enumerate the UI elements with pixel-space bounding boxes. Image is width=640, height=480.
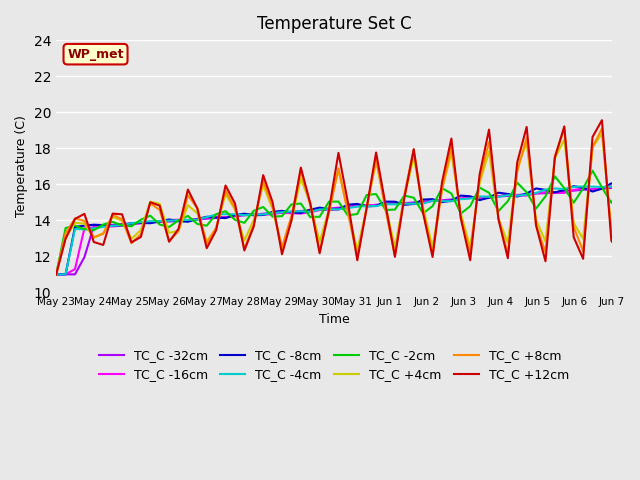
TC_C -2cm xyxy=(429,204,436,209)
Line: TC_C -32cm: TC_C -32cm xyxy=(56,187,640,275)
TC_C -4cm xyxy=(297,208,305,214)
TC_C -2cm xyxy=(344,213,352,218)
TC_C -32cm xyxy=(297,208,305,214)
TC_C +12cm xyxy=(52,272,60,277)
TC_C -32cm xyxy=(617,184,625,190)
TC_C +12cm xyxy=(344,199,352,205)
Y-axis label: Temperature (C): Temperature (C) xyxy=(15,115,28,217)
TC_C -16cm xyxy=(344,204,352,210)
TC_C -2cm xyxy=(381,207,389,213)
TC_C -16cm xyxy=(617,182,625,188)
Legend: TC_C -32cm, TC_C -16cm, TC_C -8cm, TC_C -4cm, TC_C -2cm, TC_C +4cm, TC_C +8cm, T: TC_C -32cm, TC_C -16cm, TC_C -8cm, TC_C … xyxy=(93,344,574,386)
TC_C -2cm xyxy=(297,201,305,206)
TC_C -4cm xyxy=(52,272,60,277)
TC_C +4cm xyxy=(381,203,389,209)
TC_C -8cm xyxy=(344,202,352,207)
TC_C -4cm xyxy=(627,183,634,189)
TC_C -8cm xyxy=(607,180,615,186)
TC_C +8cm xyxy=(297,168,305,174)
TC_C -2cm xyxy=(127,223,135,229)
Text: WP_met: WP_met xyxy=(67,48,124,60)
TC_C -8cm xyxy=(429,196,436,202)
TC_C -16cm xyxy=(52,272,60,277)
TC_C +4cm xyxy=(52,272,60,277)
TC_C -8cm xyxy=(52,272,60,277)
TC_C +4cm xyxy=(438,187,446,192)
TC_C +4cm xyxy=(127,236,135,242)
TC_C -32cm xyxy=(52,272,60,277)
TC_C +4cm xyxy=(636,126,640,132)
TC_C -8cm xyxy=(297,210,305,216)
TC_C +8cm xyxy=(636,122,640,128)
TC_C +8cm xyxy=(127,240,135,246)
TC_C -32cm xyxy=(127,220,135,226)
TC_C +12cm xyxy=(429,254,436,260)
TC_C -4cm xyxy=(438,198,446,204)
Line: TC_C -2cm: TC_C -2cm xyxy=(56,168,640,275)
TC_C -4cm xyxy=(344,205,352,211)
TC_C +8cm xyxy=(438,187,446,192)
TC_C -2cm xyxy=(627,165,634,170)
TC_C +8cm xyxy=(381,207,389,213)
Line: TC_C +12cm: TC_C +12cm xyxy=(56,120,640,275)
TC_C +12cm xyxy=(598,117,606,123)
TC_C -8cm xyxy=(127,220,135,226)
Line: TC_C -16cm: TC_C -16cm xyxy=(56,185,640,275)
TC_C +12cm xyxy=(127,240,135,245)
Line: TC_C +4cm: TC_C +4cm xyxy=(56,129,640,275)
TC_C +4cm xyxy=(429,244,436,250)
Line: TC_C -4cm: TC_C -4cm xyxy=(56,186,640,275)
TC_C -16cm xyxy=(438,198,446,204)
TC_C -32cm xyxy=(381,201,389,207)
TC_C +4cm xyxy=(297,176,305,181)
TC_C +12cm xyxy=(438,180,446,185)
TC_C +12cm xyxy=(381,202,389,207)
TC_C -4cm xyxy=(381,201,389,207)
TC_C +12cm xyxy=(297,165,305,170)
TC_C -8cm xyxy=(438,199,446,205)
TC_C -4cm xyxy=(429,198,436,204)
TC_C -2cm xyxy=(52,272,60,277)
TC_C -16cm xyxy=(381,201,389,207)
TC_C -8cm xyxy=(381,199,389,204)
TC_C +8cm xyxy=(429,252,436,257)
TC_C -16cm xyxy=(297,211,305,216)
TC_C -32cm xyxy=(429,198,436,204)
Line: TC_C +8cm: TC_C +8cm xyxy=(56,125,640,275)
TC_C -16cm xyxy=(429,198,436,204)
TC_C +8cm xyxy=(344,210,352,216)
TC_C +4cm xyxy=(344,207,352,213)
Line: TC_C -8cm: TC_C -8cm xyxy=(56,183,640,275)
X-axis label: Time: Time xyxy=(319,313,349,326)
TC_C -32cm xyxy=(344,204,352,210)
TC_C -16cm xyxy=(127,221,135,227)
TC_C +8cm xyxy=(52,272,60,277)
TC_C -4cm xyxy=(127,220,135,226)
TC_C -32cm xyxy=(438,197,446,203)
TC_C -2cm xyxy=(438,185,446,191)
Title: Temperature Set C: Temperature Set C xyxy=(257,15,412,33)
